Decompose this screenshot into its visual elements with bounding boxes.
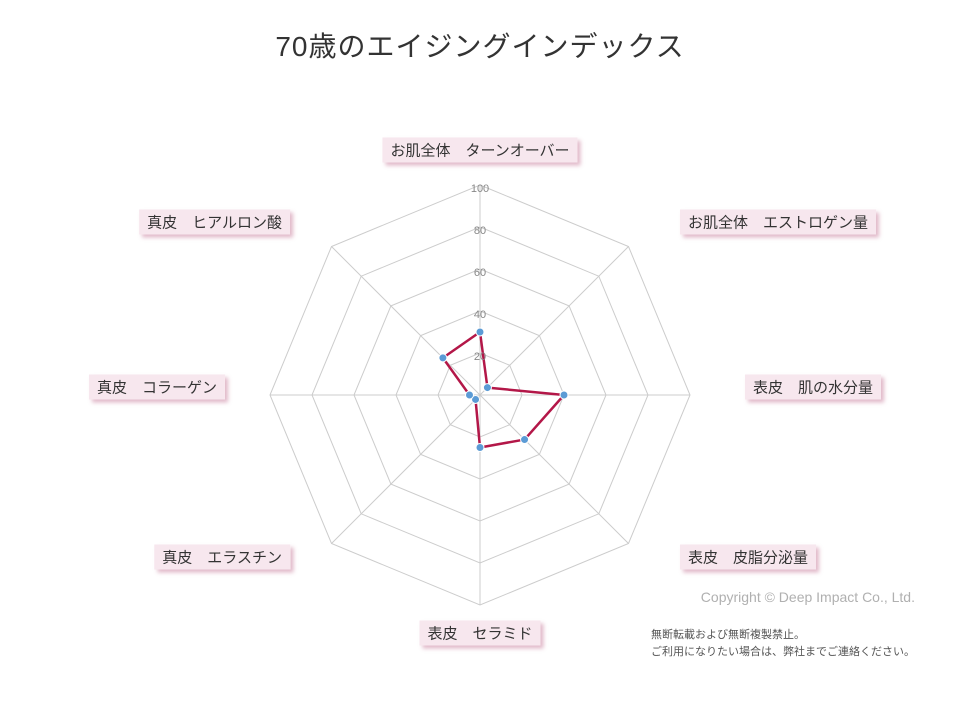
axis-label: 真皮 ヒアルロン酸	[139, 210, 290, 235]
footnote-text: 無断転載および無断複製禁止。 ご利用になりたい場合は、弊社までご連絡ください。	[651, 627, 915, 660]
axis-label: 表皮 セラミド	[419, 621, 540, 646]
tick-label: 80	[474, 225, 486, 237]
footnote-line1: 無断転載および無断複製禁止。	[651, 629, 805, 641]
footnote-line2: ご利用になりたい場合は、弊社までご連絡ください。	[651, 646, 915, 658]
axis-label: 表皮 肌の水分量	[745, 375, 881, 400]
tick-label: 40	[474, 309, 486, 321]
tick-label: 100	[471, 183, 489, 195]
axis-label: 真皮 エラスチン	[154, 545, 290, 570]
tick-label: 20	[474, 351, 486, 363]
axis-label: お肌全体 ターンオーバー	[382, 138, 577, 163]
axis-label: 真皮 コラーゲン	[89, 375, 225, 400]
tick-label: 60	[474, 267, 486, 279]
axis-label: 表皮 皮脂分泌量	[680, 545, 816, 570]
copyright-text: Copyright © Deep Impact Co., Ltd.	[701, 589, 915, 605]
axis-label: お肌全体 エストロゲン量	[680, 210, 876, 235]
